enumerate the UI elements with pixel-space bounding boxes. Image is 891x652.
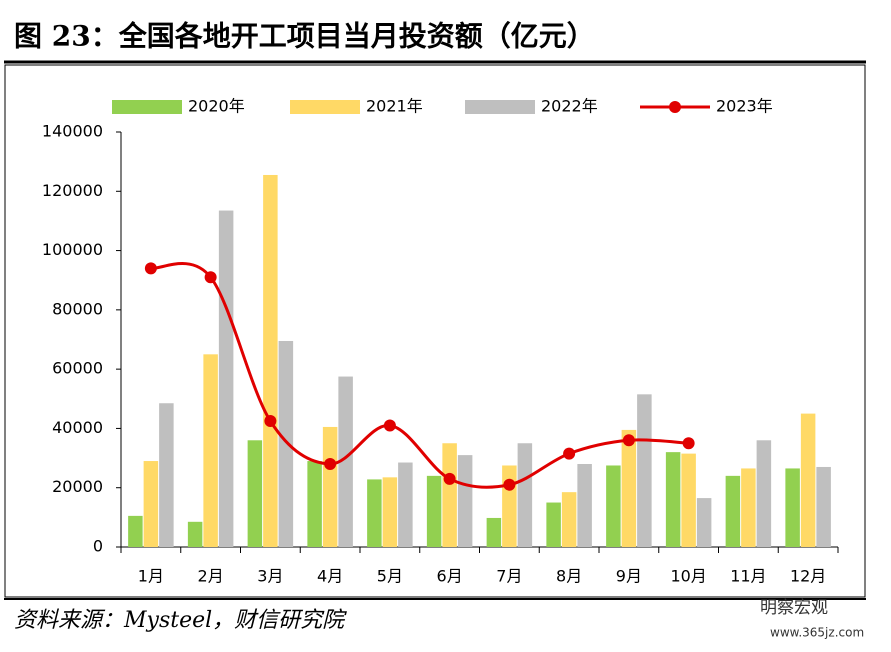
y-tick-label: 140000 [42, 122, 103, 141]
bar [442, 443, 457, 547]
legend-swatch [669, 101, 681, 113]
y-tick-label: 80000 [52, 299, 103, 318]
legend-swatch [290, 100, 360, 114]
bar [338, 376, 353, 547]
legend-label: 2020年 [188, 97, 245, 116]
line-marker [324, 458, 337, 470]
bar [382, 477, 398, 547]
x-tick-label: 8月 [556, 567, 582, 586]
bar [187, 521, 203, 547]
bar [263, 174, 278, 547]
bar [367, 479, 382, 547]
bar [457, 455, 473, 547]
x-tick-label: 4月 [317, 567, 343, 586]
x-tick-label: 9月 [616, 567, 642, 586]
line-marker [563, 447, 576, 460]
bar [637, 394, 652, 547]
bar [785, 468, 800, 547]
x-tick-label: 11月 [730, 567, 766, 586]
bar [128, 515, 143, 547]
y-tick-label: 120000 [42, 181, 103, 200]
bar [502, 465, 517, 547]
y-tick-label: 0 [93, 537, 103, 556]
line-marker [204, 271, 217, 284]
y-tick-label: 40000 [52, 418, 103, 437]
x-tick-label: 6月 [437, 567, 463, 586]
legend-swatch [112, 100, 182, 114]
bar [681, 453, 696, 547]
bar [725, 475, 741, 547]
legend-label: 2022年 [541, 97, 598, 116]
chart-frame [4, 64, 866, 598]
legend-label: 2021年 [366, 97, 423, 116]
line-marker [503, 478, 516, 491]
line-marker [622, 434, 635, 447]
x-tick-label: 5月 [377, 567, 403, 586]
x-tick-label: 3月 [257, 567, 283, 586]
line-marker [264, 415, 277, 428]
bar [517, 443, 533, 547]
bar [561, 492, 577, 547]
bar [800, 413, 816, 547]
bar [816, 466, 831, 547]
line [150, 262, 689, 489]
x-tick-label: 10月 [670, 567, 706, 586]
line-marker [443, 472, 456, 485]
source-note: 资料来源：Mysteel，财信研究院 [14, 608, 347, 633]
bar [218, 210, 234, 547]
chart-title: 图 23：全国各地开工项目当月投资额（亿元） [14, 20, 595, 53]
bar [546, 502, 561, 547]
legend-swatch [465, 100, 535, 114]
bar [486, 517, 502, 547]
line-marker [144, 262, 157, 275]
line-marker [383, 419, 396, 432]
y-tick-label: 60000 [52, 359, 103, 378]
bar [322, 426, 338, 547]
bar [203, 354, 218, 547]
bar [756, 440, 772, 547]
bar [426, 475, 442, 547]
watermark: 明察宏观 [760, 598, 828, 618]
bar [159, 403, 174, 547]
legend-label: 2023年 [716, 97, 773, 116]
bar [577, 464, 592, 547]
bar [398, 462, 413, 547]
bar [307, 461, 322, 547]
bar [741, 468, 756, 547]
x-tick-label: 1月 [138, 567, 164, 586]
watermark-url: www.365jz.com [770, 626, 864, 640]
x-tick-label: 7月 [496, 567, 522, 586]
bar [665, 452, 681, 547]
x-tick-label: 12月 [790, 567, 826, 586]
x-tick-label: 2月 [198, 567, 224, 586]
bar [621, 429, 637, 547]
bar [696, 498, 712, 547]
bar [606, 465, 621, 547]
bar [143, 461, 159, 547]
line-marker [682, 437, 695, 450]
bar [278, 340, 294, 547]
y-tick-label: 20000 [52, 477, 103, 496]
y-tick-label: 100000 [42, 240, 103, 259]
bar [247, 440, 263, 547]
